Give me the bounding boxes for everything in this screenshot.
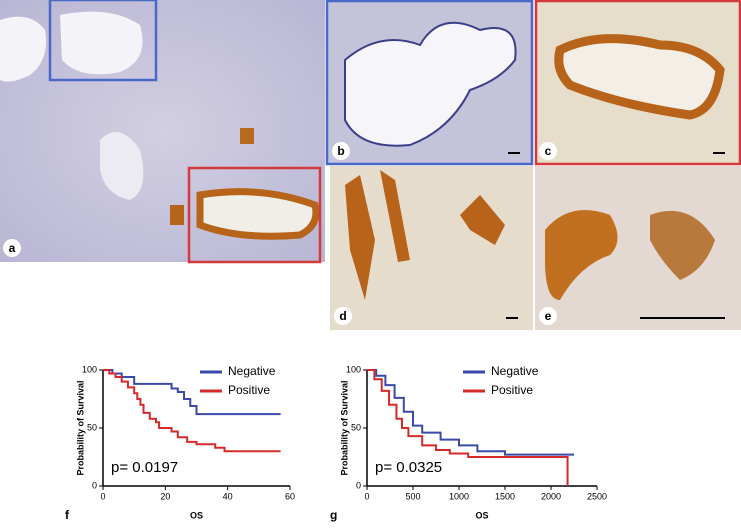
panel-label: b [337,144,344,158]
x-axis-label: OS [190,510,203,520]
panel-label: d [339,309,346,323]
x-tick-label: 0 [100,491,105,501]
x-tick-label: 500 [405,491,420,501]
panel-label: e [545,309,552,323]
y-axis-label: Probability of Survival [75,380,85,475]
stained-duct [554,34,725,120]
x-tick-label: 40 [223,491,233,501]
lumen [0,16,46,82]
survival-curve [367,369,574,456]
y-tick-label: 50 [351,422,361,432]
panel-label: a [9,241,16,255]
label-badge [332,142,350,160]
y-axis-label: Probability of Survival [339,380,349,475]
label-badge [3,239,21,257]
stained-gland [460,195,505,245]
x-axis-label: OS [475,510,488,520]
lumen [60,11,143,75]
x-tick-label: 2000 [541,491,561,501]
panel-label: g [330,508,337,522]
x-tick-label: 2500 [587,491,607,501]
x-tick-label: 20 [160,491,170,501]
label-badge [539,142,557,160]
panel-border [325,0,534,166]
legend-label: Positive [228,383,270,397]
label-badge [334,307,352,325]
legend-label: Negative [228,364,276,378]
lumen [100,132,144,200]
label-badge [539,307,557,325]
y-tick-label: 50 [87,422,97,432]
legend-label: Positive [491,383,533,397]
survival-curve [103,369,281,453]
p-value: p= 0.0325 [375,459,442,476]
p-value: p= 0.0197 [111,459,178,476]
inset-box-blue [48,0,158,82]
stained-gland [545,210,618,300]
x-tick-label: 1500 [495,491,515,501]
survival-curve [103,369,281,416]
panel-label: c [545,144,552,158]
survival-curve [367,369,569,486]
y-tick-label: 0 [92,480,97,490]
lumen [344,21,517,147]
panel-border [534,0,741,166]
stained-gland [380,170,410,262]
stain [170,205,184,225]
y-tick-label: 100 [346,364,361,374]
y-tick-label: 100 [82,364,97,374]
inset-box-red [187,166,322,264]
x-tick-label: 0 [364,491,369,501]
panel-label: f [65,508,70,522]
legend-label: Negative [491,364,539,378]
x-tick-label: 60 [285,491,295,501]
y-tick-label: 0 [356,480,361,490]
stain [240,128,254,144]
stained-gland [345,175,375,300]
x-tick-label: 1000 [449,491,469,501]
stained-gland [650,210,715,280]
stained-duct [196,188,320,240]
